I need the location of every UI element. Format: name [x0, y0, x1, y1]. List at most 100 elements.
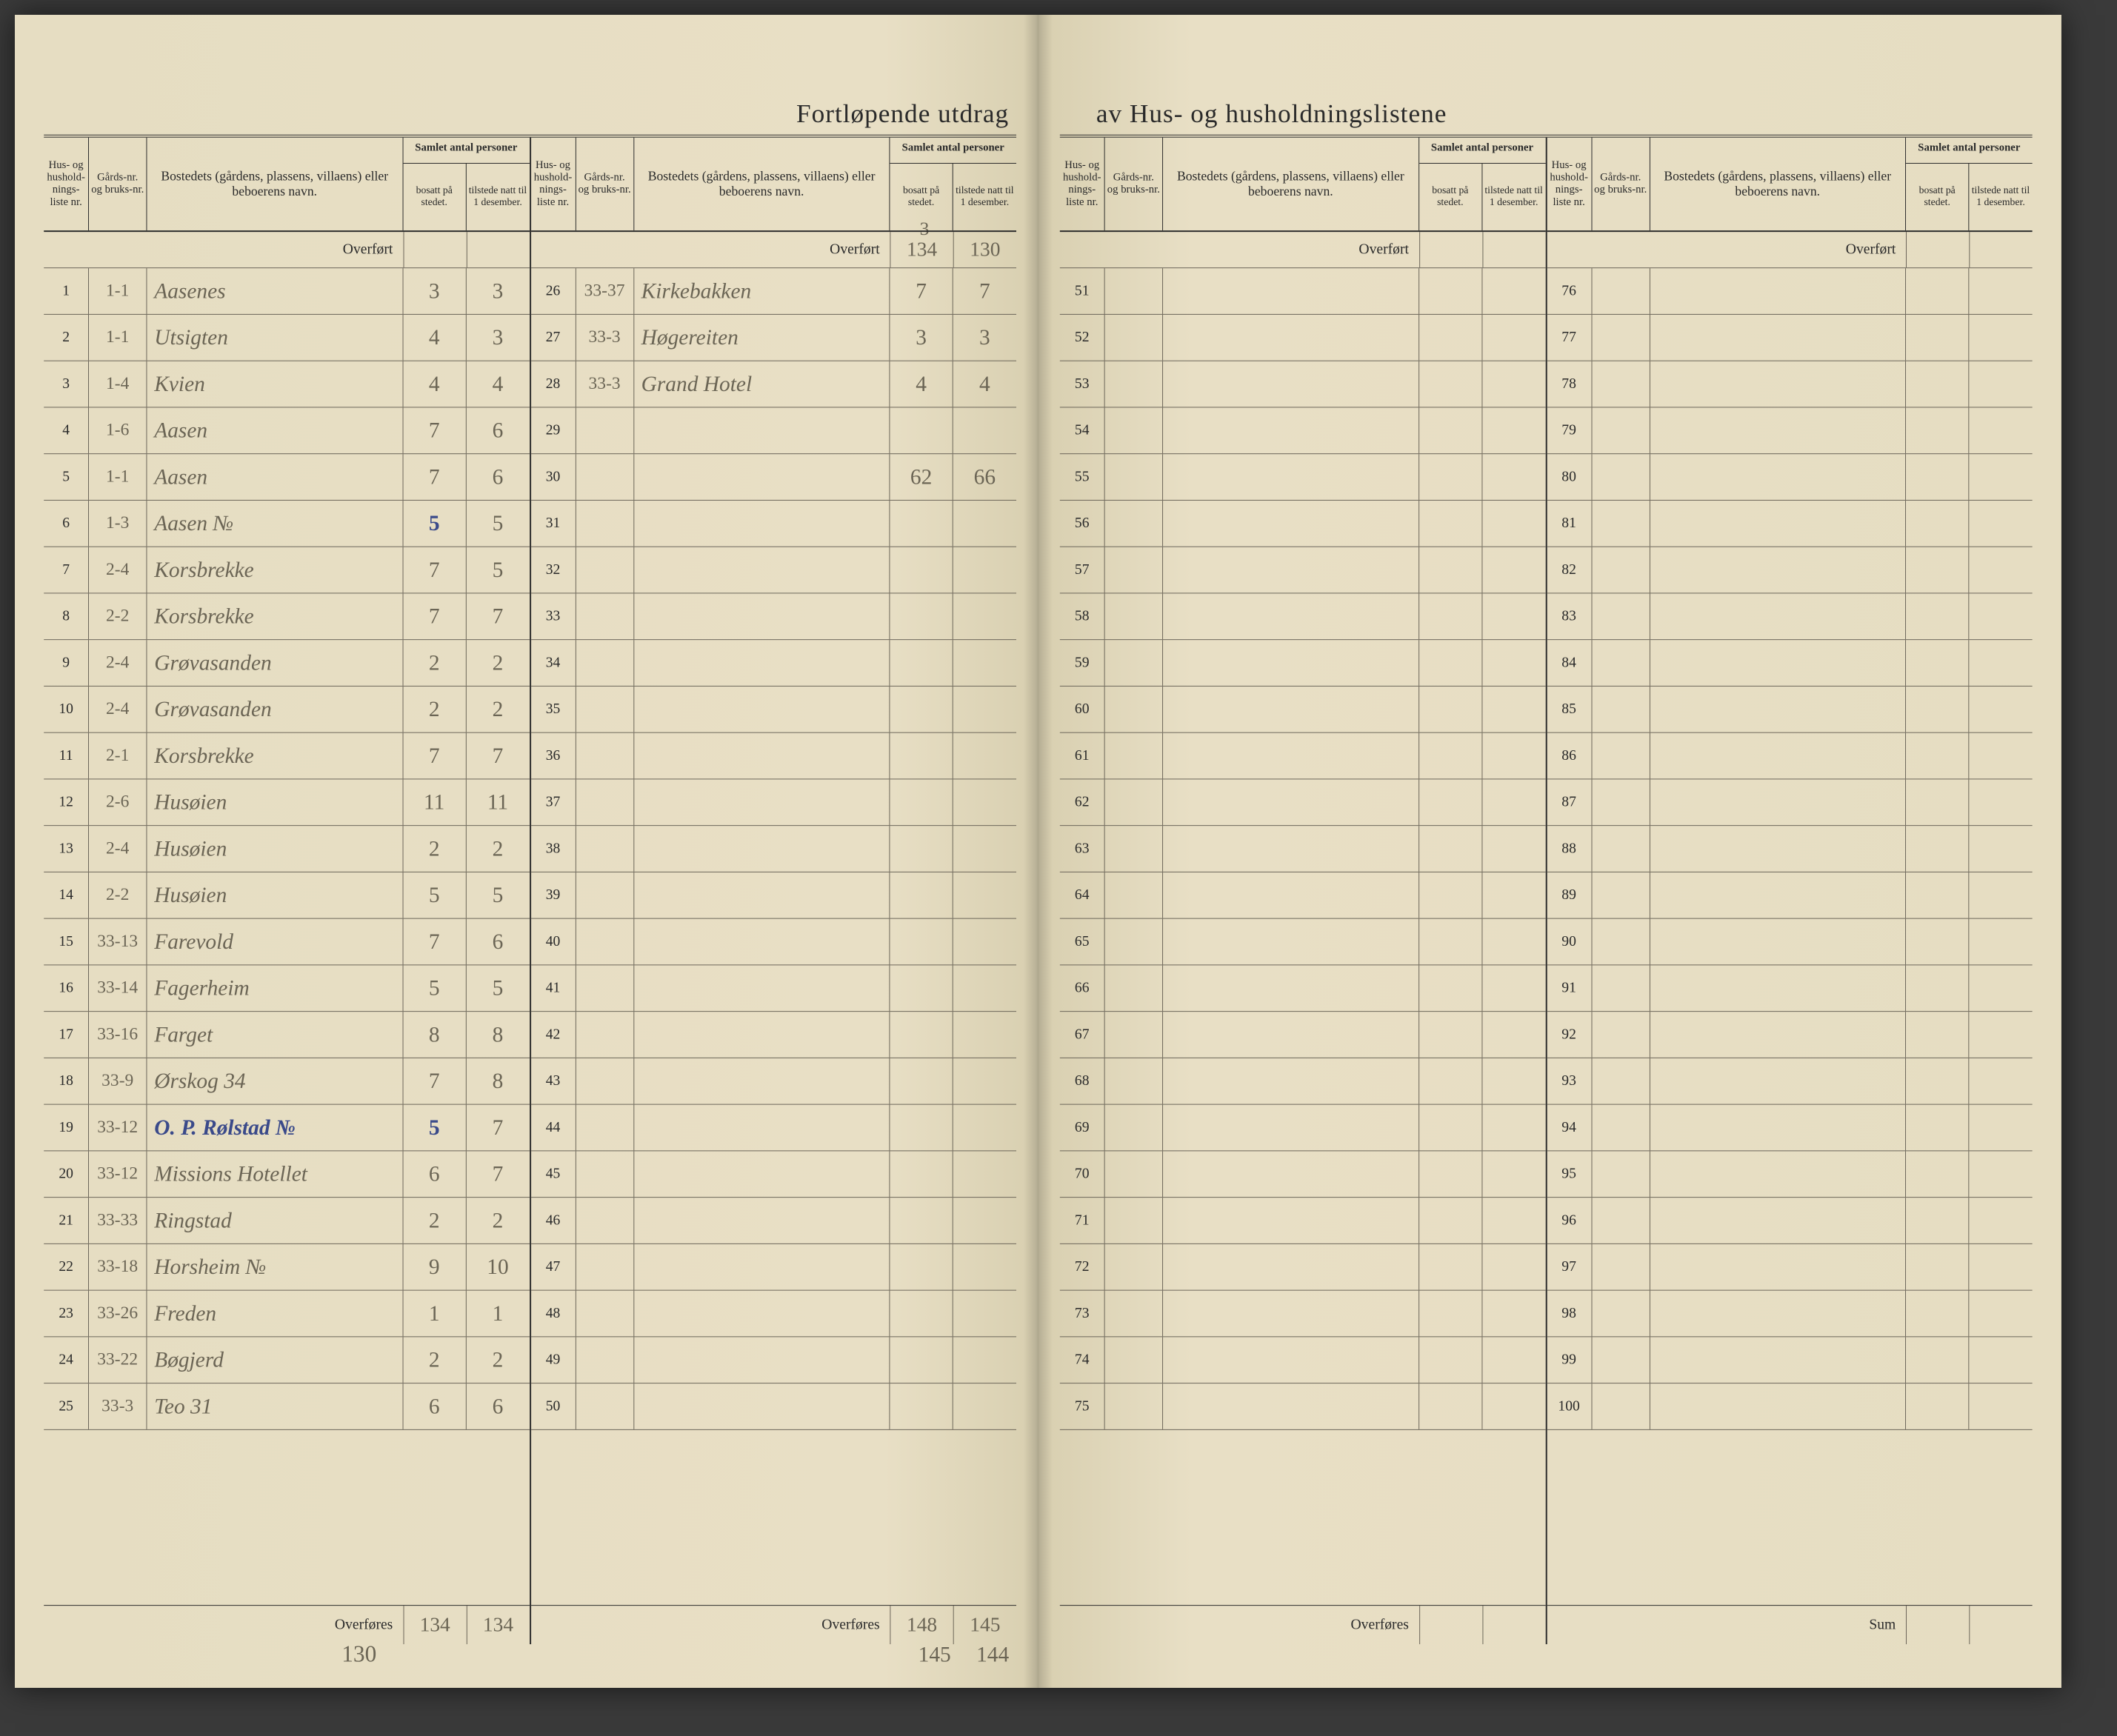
hdr-gnr: Gårds-nr. og bruks-nr. [1592, 138, 1650, 230]
rows-3: 5152535455565758596061626364656667686970… [1060, 268, 1545, 1605]
row-bosted: Utsigten [147, 315, 403, 361]
row-gnr: 1-6 [89, 407, 147, 453]
row-nr: 58 [1060, 593, 1105, 639]
row-bosted: Husøien [147, 779, 403, 825]
row-nr: 25 [44, 1383, 89, 1429]
row-tilstede: 7 [466, 733, 529, 779]
col-group-4: Hus- og hushold-nings-liste nr. Gårds-nr… [1547, 138, 2032, 1644]
ledger-row: 122-6Husøien1111 [44, 779, 529, 826]
ledger-spread: Fortløpende utdrag 3 Hus- og hushold-nin… [15, 15, 2061, 1688]
row-tilstede [953, 1105, 1016, 1151]
row-bosatt [1419, 407, 1482, 453]
row-nr: 54 [1060, 407, 1105, 453]
hdr-nr: Hus- og hushold-nings-liste nr. [1547, 138, 1592, 230]
row-bosted: Aasen [147, 407, 403, 453]
ledger-row: 1833-9Ørskog 3478 [44, 1058, 529, 1105]
row-nr: 7 [44, 547, 89, 593]
row-bosted [1163, 919, 1419, 965]
row-bosatt: 2 [403, 1337, 466, 1383]
ledger-row: 95 [1547, 1151, 2032, 1198]
footer-bosatt-1: 134 [403, 1606, 466, 1644]
row-tilstede [953, 826, 1016, 872]
row-gnr [576, 407, 633, 453]
row-bosted [1650, 872, 1906, 918]
row-nr: 10 [44, 687, 89, 732]
row-gnr [1105, 1105, 1163, 1151]
row-bosted: Horsheim № [147, 1244, 403, 1290]
row-gnr [576, 501, 633, 547]
row-bosatt [890, 687, 953, 732]
row-nr: 63 [1060, 826, 1105, 872]
row-nr: 84 [1547, 640, 1592, 686]
hdr-bosatt: bosatt på stedet. [1906, 164, 1969, 230]
row-nr: 79 [1547, 407, 1592, 453]
sum-label: Sum [1547, 1606, 1906, 1644]
row-gnr [1592, 965, 1650, 1011]
ledger-row: 112-1Korsbrekke77 [44, 733, 529, 780]
row-tilstede [953, 872, 1016, 918]
row-tilstede: 2 [466, 1198, 529, 1243]
row-bosatt [1906, 315, 1969, 361]
ledger-row: 21-1Utsigten43 [44, 315, 529, 361]
row-gnr [576, 779, 633, 825]
row-gnr [576, 640, 633, 686]
row-tilstede [1969, 640, 2032, 686]
row-bosted [1163, 640, 1419, 686]
row-tilstede [953, 1198, 1016, 1243]
row-nr: 29 [531, 407, 576, 453]
row-bosatt [1906, 1337, 1969, 1383]
row-bosatt [890, 1058, 953, 1104]
row-nr: 31 [531, 501, 576, 547]
row-bosted [1163, 1012, 1419, 1058]
overfores-label: Overføres [1060, 1606, 1419, 1644]
ledger-row: 57 [1060, 547, 1545, 594]
ledger-row: 99 [1547, 1337, 2032, 1383]
row-nr: 82 [1547, 547, 1592, 593]
row-bosatt: 9 [403, 1244, 466, 1290]
footer-tilstede-4 [1969, 1606, 2032, 1644]
hdr-tilstede: tilstede natt til 1 desember. [1969, 164, 2032, 230]
row-gnr [576, 1058, 633, 1104]
row-gnr: 2-1 [89, 733, 147, 779]
ledger-row: 70 [1060, 1151, 1545, 1198]
row-nr: 90 [1547, 919, 1592, 965]
row-gnr: 33-3 [576, 315, 633, 361]
ledger-row: 72-4Korsbrekke75 [44, 547, 529, 594]
ledger-row: 48 [531, 1291, 1016, 1338]
row-bosatt: 7 [403, 919, 466, 965]
row-bosted [1650, 454, 1906, 500]
row-nr: 64 [1060, 872, 1105, 918]
row-bosted [634, 454, 890, 500]
ledger-row: 53 [1060, 361, 1545, 408]
footer-tilstede-3 [1482, 1606, 1545, 1644]
row-bosatt: 4 [403, 361, 466, 407]
row-bosted [1650, 1151, 1906, 1197]
row-nr: 32 [531, 547, 576, 593]
row-tilstede: 6 [466, 454, 529, 500]
row-bosted [1163, 1151, 1419, 1197]
row-gnr [1105, 407, 1163, 453]
hdr-persons: Samlet antal personer bosatt på stedet. … [890, 138, 1016, 230]
row-tilstede [953, 593, 1016, 639]
row-bosatt: 62 [890, 454, 953, 500]
row-bosted: Kirkebakken [634, 268, 890, 314]
row-tilstede: 1 [466, 1291, 529, 1337]
row-tilstede: 4 [953, 361, 1016, 407]
row-bosatt [1906, 501, 1969, 547]
row-gnr [576, 872, 633, 918]
row-gnr: 2-2 [89, 872, 147, 918]
ledger-row: 98 [1547, 1291, 2032, 1338]
ledger-row: 35 [531, 687, 1016, 733]
ledger-left: Hus- og hushold-nings-liste nr. Gårds-nr… [44, 135, 1016, 1644]
row-bosatt [1419, 687, 1482, 732]
row-gnr: 2-4 [89, 826, 147, 872]
row-bosatt [1906, 779, 1969, 825]
row-bosatt: 3 [403, 268, 466, 314]
row-bosted: Ørskog 34 [147, 1058, 403, 1104]
ledger-row: 84 [1547, 640, 2032, 687]
row-bosted [634, 872, 890, 918]
row-bosatt [890, 1383, 953, 1429]
ledger-row: 36 [531, 733, 1016, 780]
row-tilstede [1482, 1105, 1545, 1151]
row-gnr [1592, 872, 1650, 918]
